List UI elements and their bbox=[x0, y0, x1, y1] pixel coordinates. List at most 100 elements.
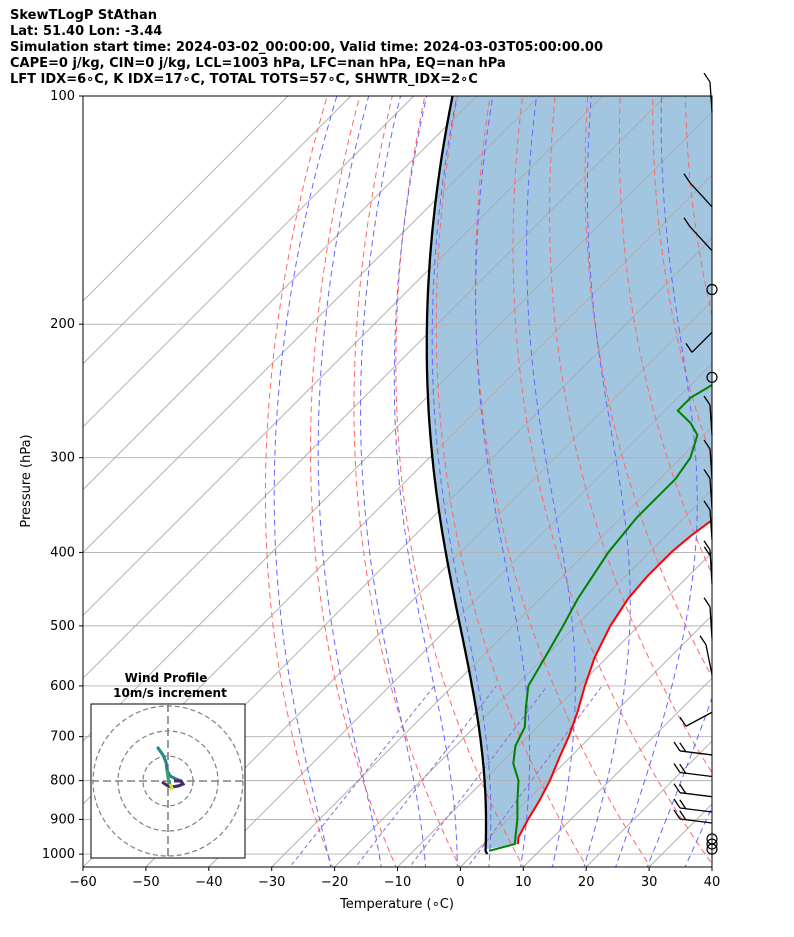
x-tick-label: −60 bbox=[69, 875, 96, 890]
wind-barb-shaft bbox=[689, 226, 713, 252]
moist-adiabat bbox=[393, 96, 458, 867]
wind-barb-feather bbox=[703, 546, 711, 557]
y-axis-label: Pressure (hPa) bbox=[19, 434, 34, 527]
hodograph-surface bbox=[168, 783, 174, 792]
wind-barb-feather bbox=[703, 597, 711, 608]
wind-barb-feather bbox=[703, 72, 711, 83]
dry-adiabat bbox=[781, 79, 794, 870]
x-axis: −60 −50 −40 −30 −20 −10 0 10 20 30 40 bbox=[69, 867, 720, 890]
isotherm-line bbox=[83, 96, 352, 365]
x-tick-label: −50 bbox=[132, 875, 159, 890]
mixing-ratio-line bbox=[408, 685, 548, 867]
moist-adiabat bbox=[583, 96, 631, 867]
x-tick-label: −40 bbox=[195, 875, 222, 890]
x-tick-label: 0 bbox=[456, 875, 464, 890]
wind-barb-feather bbox=[673, 809, 681, 820]
wind-barb-feather bbox=[699, 635, 707, 646]
title-indices-2: LFT IDX=6∘C, K IDX=17∘C, TOTAL TOTS=57∘C… bbox=[10, 72, 478, 87]
isotherm-line bbox=[334, 488, 712, 867]
y-tick-label: 700 bbox=[50, 730, 75, 745]
wind-barb-feather bbox=[679, 716, 687, 727]
temperature-line bbox=[516, 518, 712, 845]
isotherm-line bbox=[145, 300, 712, 867]
mixing-ratio-line bbox=[354, 685, 497, 867]
y-axis: 1000 900 800 700 600 500 400 300 200 100 bbox=[42, 89, 83, 862]
title-station: SkewTLogP StAthan bbox=[10, 8, 158, 23]
y-tick-label: 900 bbox=[50, 812, 75, 827]
y-tick-label: 300 bbox=[50, 451, 75, 466]
wind-barb-shaft bbox=[679, 792, 713, 798]
moist-adiabat bbox=[273, 96, 338, 867]
wind-barb-shaft bbox=[685, 711, 713, 727]
dry-adiabat bbox=[474, 96, 652, 867]
parcel-profile-line bbox=[425, 96, 489, 855]
x-tick-label: 30 bbox=[641, 875, 658, 890]
title-times: Simulation start time: 2024-03-02_00:00:… bbox=[10, 40, 603, 55]
isotherm-line bbox=[271, 426, 712, 867]
wind-barb-shaft bbox=[689, 182, 713, 208]
wind-barb-feather bbox=[673, 798, 681, 809]
wind-barb-feather bbox=[679, 799, 687, 810]
wind-barb-shaft bbox=[705, 644, 713, 675]
title-indices-1: CAPE=0 j/kg, CIN=0 j/kg, LCL=1003 hPa, L… bbox=[10, 56, 506, 71]
wind-barb-feather bbox=[673, 783, 681, 794]
y-tick-label: 200 bbox=[50, 317, 75, 332]
dry-adiabat bbox=[749, 79, 794, 870]
wind-barb-feather bbox=[683, 173, 691, 184]
y-tick-label: 400 bbox=[50, 545, 75, 560]
wind-barb-feather bbox=[679, 763, 687, 774]
isotherm-line bbox=[711, 866, 712, 867]
wind-barb-shaft bbox=[691, 331, 713, 353]
isotherm-line bbox=[83, 96, 666, 679]
inset-title: Wind Profile bbox=[125, 671, 208, 685]
isotherm-line bbox=[775, 96, 794, 867]
isotherm-line bbox=[83, 96, 540, 554]
title-location: Lat: 51.40 Lon: -3.44 bbox=[10, 24, 163, 39]
y-tick-label: 1000 bbox=[42, 847, 75, 862]
moist-adiabat bbox=[721, 79, 794, 870]
adiabat-group bbox=[264, 79, 794, 870]
hodograph-mid bbox=[165, 769, 172, 785]
wind-barb-feather bbox=[703, 540, 711, 551]
wind-barb-feather bbox=[683, 217, 691, 228]
isotherm-line bbox=[83, 96, 289, 302]
x-tick-label: 20 bbox=[578, 875, 595, 890]
x-tick-label: −10 bbox=[384, 875, 411, 890]
y-tick-label: 600 bbox=[50, 679, 75, 694]
dry-adiabat bbox=[584, 96, 712, 679]
chart-header: SkewTLogP StAthan Lat: 51.40 Lon: -3.44 … bbox=[10, 8, 603, 88]
wind-barb-feather bbox=[703, 395, 711, 406]
wind-barb-feather bbox=[685, 342, 693, 353]
wind-barb-feather bbox=[703, 469, 711, 479]
dry-adiabat bbox=[353, 96, 461, 867]
wind-barb-shaft bbox=[679, 771, 713, 778]
dry-adiabat bbox=[717, 79, 794, 870]
hodograph-upper bbox=[156, 747, 168, 763]
moist-adiabat bbox=[475, 96, 531, 867]
isotherm-line bbox=[397, 551, 712, 867]
wind-barb-feather bbox=[703, 500, 711, 511]
dry-adiabat bbox=[264, 96, 334, 867]
moist-adiabat bbox=[431, 96, 492, 867]
isotherm-line bbox=[83, 96, 603, 617]
isotherm-line bbox=[522, 677, 712, 867]
wind-barb-feather bbox=[679, 810, 687, 821]
wind-barb-feather bbox=[703, 439, 711, 450]
wind-barb-feather bbox=[679, 742, 687, 753]
x-tick-label: 40 bbox=[704, 875, 721, 890]
moist-adiabat bbox=[317, 96, 382, 867]
moist-adiabat bbox=[360, 96, 427, 867]
inset-subtitle: 10m/s increment bbox=[113, 686, 227, 700]
wind-profile-inset: Wind Profile 10m/s increment bbox=[90, 671, 246, 859]
isotherm-line bbox=[83, 96, 477, 491]
y-tick-label: 100 bbox=[50, 89, 75, 104]
isotherm-line bbox=[83, 111, 712, 742]
series-group bbox=[425, 96, 712, 855]
dry-adiabat bbox=[512, 96, 712, 865]
dry-adiabat bbox=[395, 96, 524, 867]
wind-barb-feather bbox=[673, 741, 681, 752]
parcel-shade-group bbox=[426, 96, 712, 850]
moist-adiabat bbox=[526, 96, 576, 867]
wind-barb-feather bbox=[673, 763, 681, 773]
dry-adiabat bbox=[435, 96, 588, 867]
